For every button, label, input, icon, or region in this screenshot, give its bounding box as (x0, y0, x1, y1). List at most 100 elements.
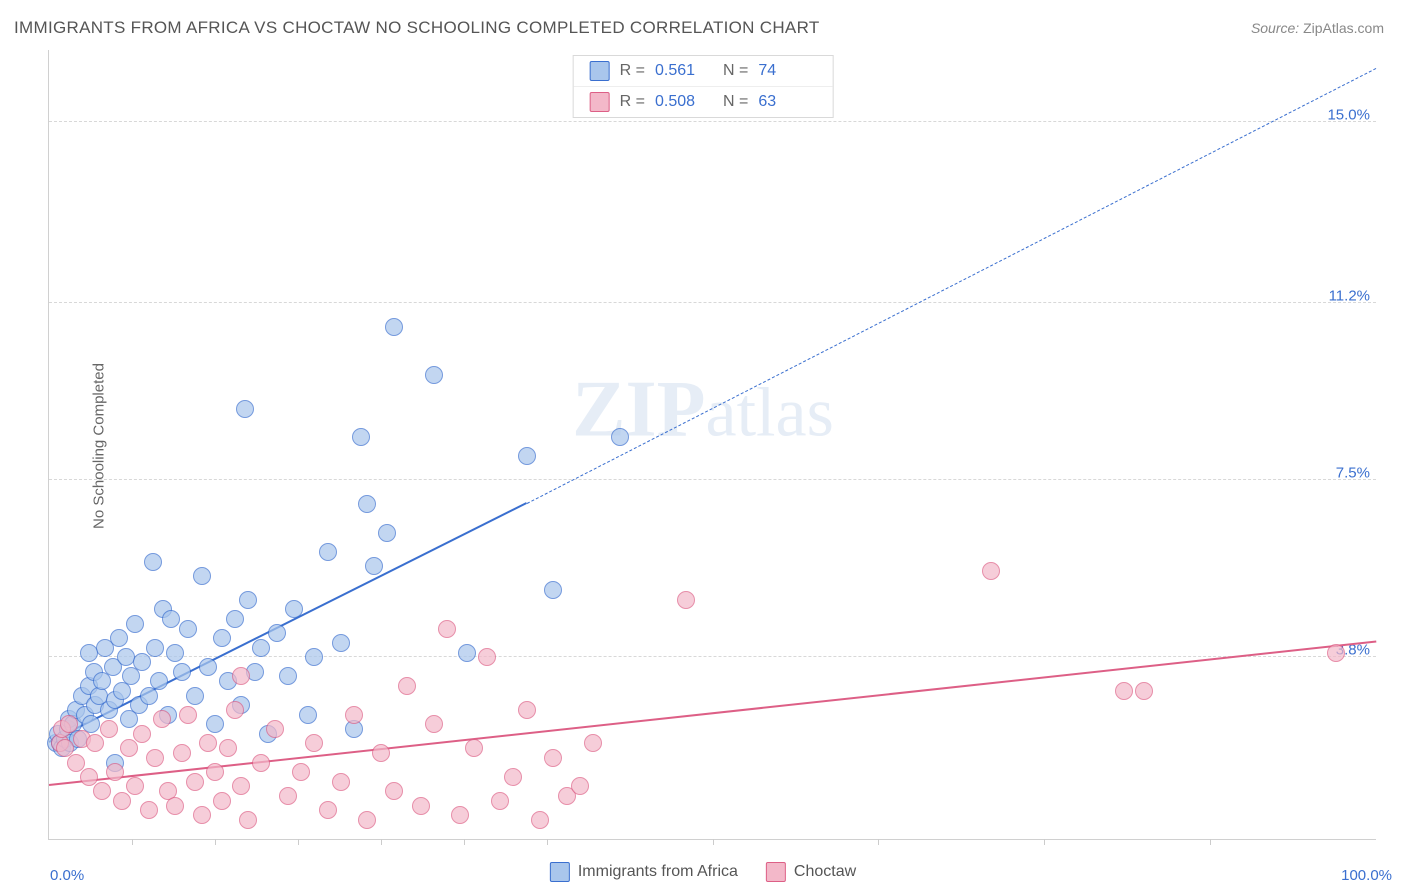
data-point (398, 677, 416, 695)
scatter-plot: 3.8%7.5%11.2%15.0% (48, 50, 1376, 840)
y-gridline (49, 302, 1376, 303)
data-point (491, 792, 509, 810)
data-point (458, 644, 476, 662)
data-point (93, 782, 111, 800)
data-point (332, 634, 350, 652)
legend-item-1: Immigrants from Africa (550, 862, 738, 882)
data-point (73, 687, 91, 705)
data-point (332, 773, 350, 791)
data-point (232, 667, 250, 685)
data-point (80, 677, 98, 695)
data-point (465, 739, 483, 757)
x-tick (215, 839, 216, 845)
regression-legend: R = 0.561 N = 74 R = 0.508 N = 63 (573, 55, 834, 118)
data-point (159, 706, 177, 724)
data-point (73, 730, 91, 748)
y-gridline (49, 479, 1376, 480)
data-point (67, 754, 85, 772)
data-point (571, 777, 589, 795)
data-point (544, 581, 562, 599)
data-point (213, 792, 231, 810)
series-legend: Immigrants from Africa Choctaw (550, 862, 856, 882)
data-point (236, 400, 254, 418)
x-tick (464, 839, 465, 845)
data-point (106, 754, 124, 772)
n-label: N = (723, 62, 748, 80)
data-point (93, 672, 111, 690)
data-point (85, 663, 103, 681)
legend-row-series-1: R = 0.561 N = 74 (574, 56, 833, 86)
data-point (193, 806, 211, 824)
data-point (219, 739, 237, 757)
data-point (982, 562, 1000, 580)
data-point (219, 672, 237, 690)
data-point (677, 591, 695, 609)
data-point (226, 610, 244, 628)
data-point (1115, 682, 1133, 700)
data-point (345, 720, 363, 738)
data-point (80, 768, 98, 786)
r-value-2: 0.508 (655, 93, 713, 111)
data-point (154, 600, 172, 618)
data-point (299, 706, 317, 724)
data-point (425, 715, 443, 733)
data-point (146, 749, 164, 767)
x-axis-min-label: 0.0% (50, 867, 84, 884)
data-point (86, 696, 104, 714)
data-point (438, 620, 456, 638)
data-point (186, 687, 204, 705)
data-point (425, 366, 443, 384)
r-label: R = (620, 93, 645, 111)
data-point (113, 682, 131, 700)
data-point (61, 734, 79, 752)
data-point (504, 768, 522, 786)
data-point (385, 782, 403, 800)
legend-label-1: Immigrants from Africa (578, 863, 738, 881)
data-point (56, 739, 74, 757)
data-point (67, 701, 85, 719)
data-point (199, 734, 217, 752)
x-tick (713, 839, 714, 845)
data-point (159, 782, 177, 800)
data-point (232, 777, 250, 795)
x-tick (878, 839, 879, 845)
x-axis-max-label: 100.0% (1341, 867, 1392, 884)
swatch-series-1 (590, 61, 610, 81)
data-point (162, 610, 180, 628)
data-point (611, 428, 629, 446)
data-point (531, 811, 549, 829)
data-point (53, 739, 71, 757)
data-point (144, 553, 162, 571)
data-point (378, 524, 396, 542)
y-gridline (49, 656, 1376, 657)
x-tick (1210, 839, 1211, 845)
trend-line-projection (526, 68, 1376, 504)
data-point (518, 701, 536, 719)
data-point (584, 734, 602, 752)
x-tick (298, 839, 299, 845)
y-gridline (49, 121, 1376, 122)
x-tick (132, 839, 133, 845)
chart-title: IMMIGRANTS FROM AFRICA VS CHOCTAW NO SCH… (14, 18, 820, 38)
data-point (451, 806, 469, 824)
data-point (126, 777, 144, 795)
data-point (266, 720, 284, 738)
data-point (110, 629, 128, 647)
swatch-series-2 (766, 862, 786, 882)
data-point (279, 667, 297, 685)
data-point (193, 567, 211, 585)
y-gridlabel: 11.2% (1329, 288, 1370, 305)
r-label: R = (620, 62, 645, 80)
data-point (558, 787, 576, 805)
data-point (90, 687, 108, 705)
source-label: Source: (1251, 20, 1299, 36)
data-point (232, 696, 250, 714)
data-point (140, 801, 158, 819)
data-point (259, 725, 277, 743)
data-point (319, 543, 337, 561)
data-point (365, 557, 383, 575)
data-point (252, 639, 270, 657)
legend-item-2: Choctaw (766, 862, 856, 882)
data-point (518, 447, 536, 465)
data-point (279, 787, 297, 805)
